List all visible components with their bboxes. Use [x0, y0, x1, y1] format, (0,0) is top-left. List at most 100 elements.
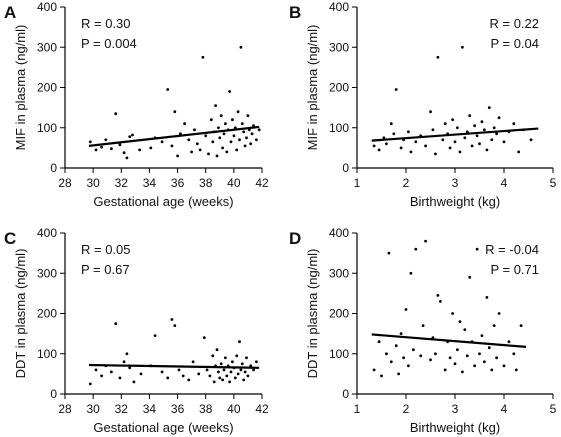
x-tick-label: 40: [227, 402, 241, 416]
data-point: [190, 150, 194, 154]
data-point: [177, 368, 181, 372]
x-tick-label: 5: [550, 402, 557, 416]
data-point: [480, 120, 484, 124]
data-point: [483, 128, 486, 132]
data-point: [377, 148, 381, 152]
data-point: [529, 138, 533, 142]
x-tick-label: 3: [452, 176, 459, 190]
x-tick-label: 4: [501, 402, 508, 416]
data-point: [492, 324, 496, 327]
y-tick-label: 0: [342, 387, 349, 401]
data-point: [407, 364, 410, 368]
data-point: [468, 275, 472, 279]
data-point: [478, 352, 481, 356]
data-point: [193, 128, 196, 132]
data-point: [125, 352, 129, 356]
p-value-label: P = 0.04: [490, 36, 539, 51]
data-point: [114, 112, 118, 116]
y-tick-label: 300: [37, 40, 57, 54]
data-point: [473, 124, 476, 128]
data-point: [385, 142, 388, 146]
data-point: [448, 146, 452, 150]
data-point: [122, 360, 126, 364]
data-point: [240, 122, 244, 126]
data-point: [217, 126, 220, 130]
data-point: [424, 144, 427, 148]
data-point: [181, 374, 185, 378]
y-tick-label: 400: [37, 0, 57, 14]
data-point: [519, 324, 523, 327]
data-point: [173, 110, 177, 114]
y-axis-label: DDT in plasma (ng/ml): [13, 249, 28, 379]
y-tick-label: 100: [329, 347, 349, 361]
data-point: [456, 126, 459, 130]
data-point: [492, 126, 496, 130]
data-point: [222, 368, 226, 372]
data-point: [221, 146, 225, 150]
data-point: [208, 374, 212, 378]
y-tick-label: 200: [37, 307, 57, 321]
data-point: [252, 368, 256, 372]
data-point: [215, 348, 219, 352]
panel-a: A 0 100 200 300 400 28 30 32 34 36 38 40 42 Gestationa…: [4, 0, 269, 209]
data-point: [461, 370, 464, 374]
y-tick-label: 400: [329, 0, 349, 14]
data-point: [436, 55, 440, 59]
data-point: [204, 134, 208, 138]
data-point: [211, 140, 215, 144]
data-point: [149, 146, 153, 150]
data-point: [487, 346, 491, 350]
data-point: [219, 114, 223, 118]
data-point: [480, 334, 484, 337]
data-point: [218, 376, 222, 380]
data-point: [255, 360, 258, 364]
data-point: [451, 312, 454, 315]
data-point: [478, 142, 481, 146]
y-tick-label: 0: [50, 161, 57, 175]
y-tick-label: 0: [50, 387, 57, 401]
x-tick-label: 36: [171, 402, 185, 416]
data-point: [240, 362, 244, 366]
data-point: [225, 374, 229, 378]
data-point: [183, 122, 187, 126]
data-point: [502, 364, 506, 368]
data-point: [377, 340, 381, 344]
data-point: [463, 136, 467, 140]
data-point: [453, 140, 457, 144]
data-point: [198, 148, 202, 152]
x-tick-label: 2: [403, 402, 410, 416]
data-point: [100, 374, 103, 378]
data-point: [424, 239, 427, 243]
p-value-label: P = 0.67: [81, 262, 130, 277]
y-axis-label: MIF in plasma (ng/ml): [13, 25, 28, 151]
data-point: [239, 45, 243, 49]
data-point: [242, 378, 246, 382]
data-point: [118, 143, 122, 147]
data-point: [242, 130, 246, 134]
data-point: [228, 380, 232, 384]
data-point: [173, 324, 177, 327]
data-point: [214, 104, 218, 107]
x-tick-label: 34: [143, 402, 157, 416]
data-point: [451, 118, 454, 122]
x-tick-label: 32: [115, 176, 129, 190]
data-point: [235, 148, 239, 152]
x-tick-label: 2: [403, 176, 410, 190]
x-tick-label: 3: [452, 402, 459, 416]
data-point: [218, 136, 222, 140]
data-point: [170, 144, 174, 148]
data-point: [419, 354, 423, 358]
y-tick-label: 200: [37, 81, 57, 95]
data-point: [228, 90, 232, 93]
data-point: [443, 368, 447, 372]
data-point: [456, 348, 459, 352]
x-tick-label: 38: [199, 402, 213, 416]
data-point: [412, 348, 415, 352]
data-point: [231, 118, 234, 122]
data-point: [436, 294, 440, 297]
data-point: [382, 136, 386, 140]
panel-letter: B: [289, 3, 301, 22]
data-point: [485, 148, 489, 152]
data-point: [118, 376, 122, 380]
data-point: [238, 138, 241, 142]
